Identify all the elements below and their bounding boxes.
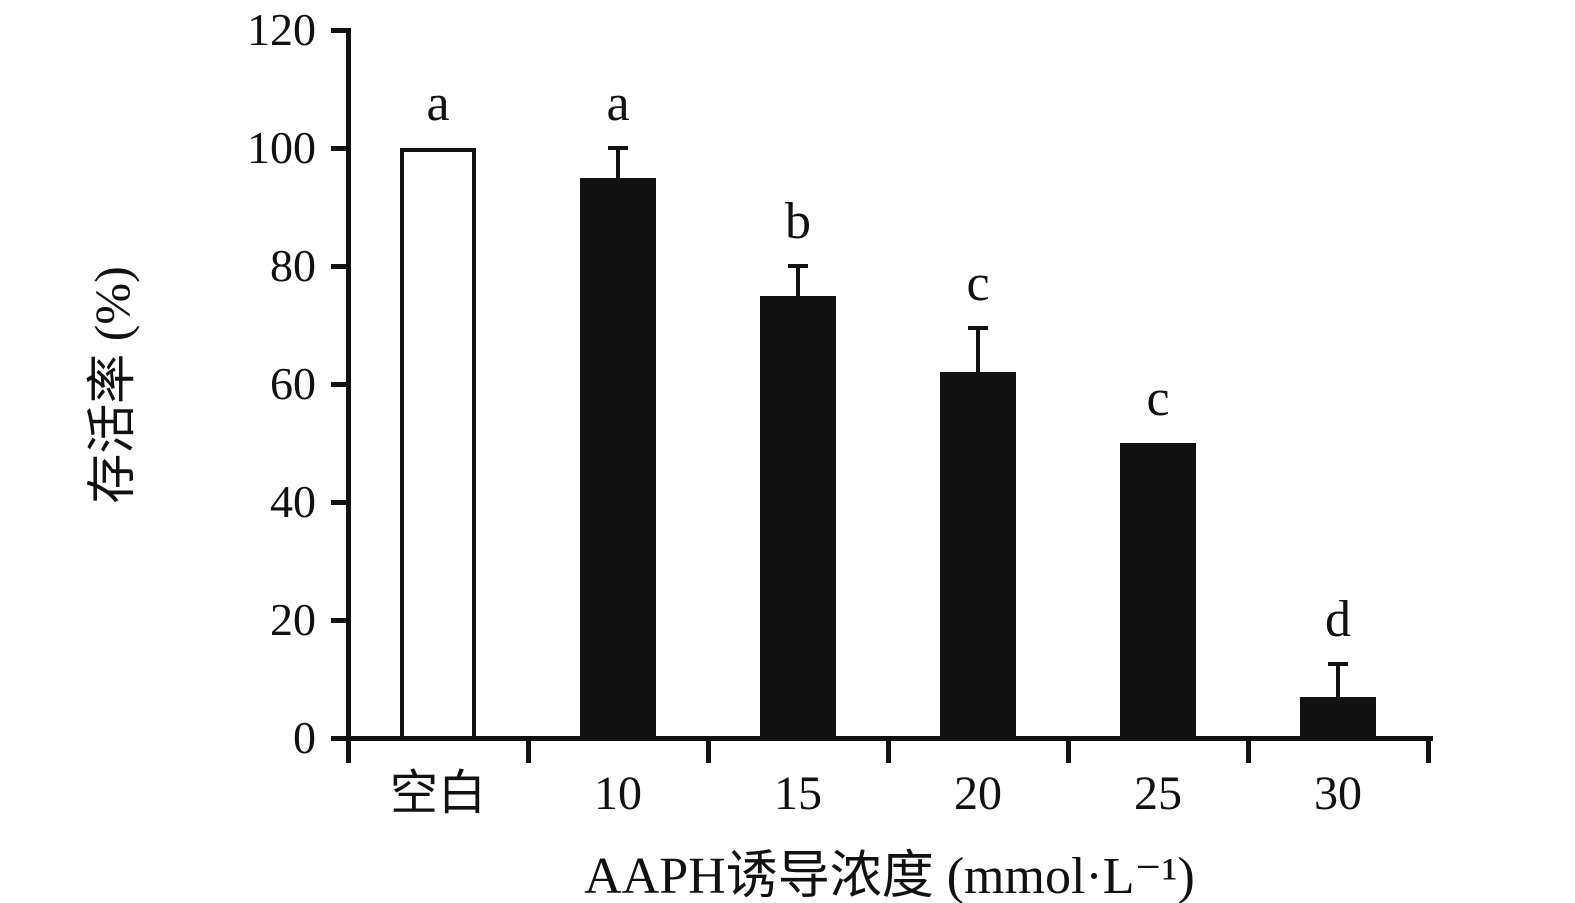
data-bar [1120,443,1196,740]
x-tick-mark [1065,741,1071,763]
y-tick-label: 100 [247,122,316,173]
error-bar-line [1336,664,1340,697]
x-tick-label: 25 [1134,767,1182,820]
x-axis-title: AAPH诱导浓度 (mmol·L⁻¹) [584,848,1195,903]
y-tick-label: 0 [293,712,316,763]
y-tick-label: 80 [270,240,316,291]
y-tick-label: 40 [270,476,316,527]
significance-letter: b [785,193,811,250]
data-bar [400,148,476,740]
y-tick-mark [331,145,348,151]
x-tick-mark [885,741,891,763]
y-tick-label: 60 [270,358,316,409]
y-tick-mark [331,499,348,505]
x-tick-mark [345,741,351,763]
y-tick-mark [331,27,348,33]
error-bar-cap [968,325,988,330]
y-tick-mark [331,381,348,387]
error-bar-cap [788,264,808,268]
y-tick-label: 120 [247,4,316,55]
x-tick-mark [705,741,711,763]
y-tick-label: 20 [270,594,316,645]
x-tick-label: 15 [774,767,822,820]
y-axis-line [346,28,351,741]
error-bar-line [616,148,620,178]
significance-letter: c [1146,370,1170,427]
y-tick-mark [331,263,348,269]
x-axis-line [346,736,1433,741]
x-tick-label: 空白 [389,767,486,820]
x-tick-mark [525,741,531,763]
error-bar-cap [1328,662,1348,667]
error-bar-cap [608,146,628,150]
data-bar [1300,696,1376,740]
y-tick-mark [331,617,348,623]
x-tick-label: 20 [954,767,1002,820]
y-axis-title: 存活率 (%) [84,266,140,504]
x-tick-label: 30 [1314,767,1362,820]
error-bar-line [796,266,800,296]
x-tick-label: 10 [594,767,642,820]
x-tick-mark [1425,741,1431,763]
error-bar-line [976,327,980,373]
y-tick-mark [331,735,348,741]
data-bar [760,295,836,740]
significance-letter: c [966,254,990,312]
significance-letter: a [426,75,450,132]
x-tick-mark [1245,741,1251,763]
significance-letter: d [1325,591,1351,649]
data-bar [940,372,1016,740]
significance-letter: a [606,75,630,132]
data-bar [580,177,656,740]
